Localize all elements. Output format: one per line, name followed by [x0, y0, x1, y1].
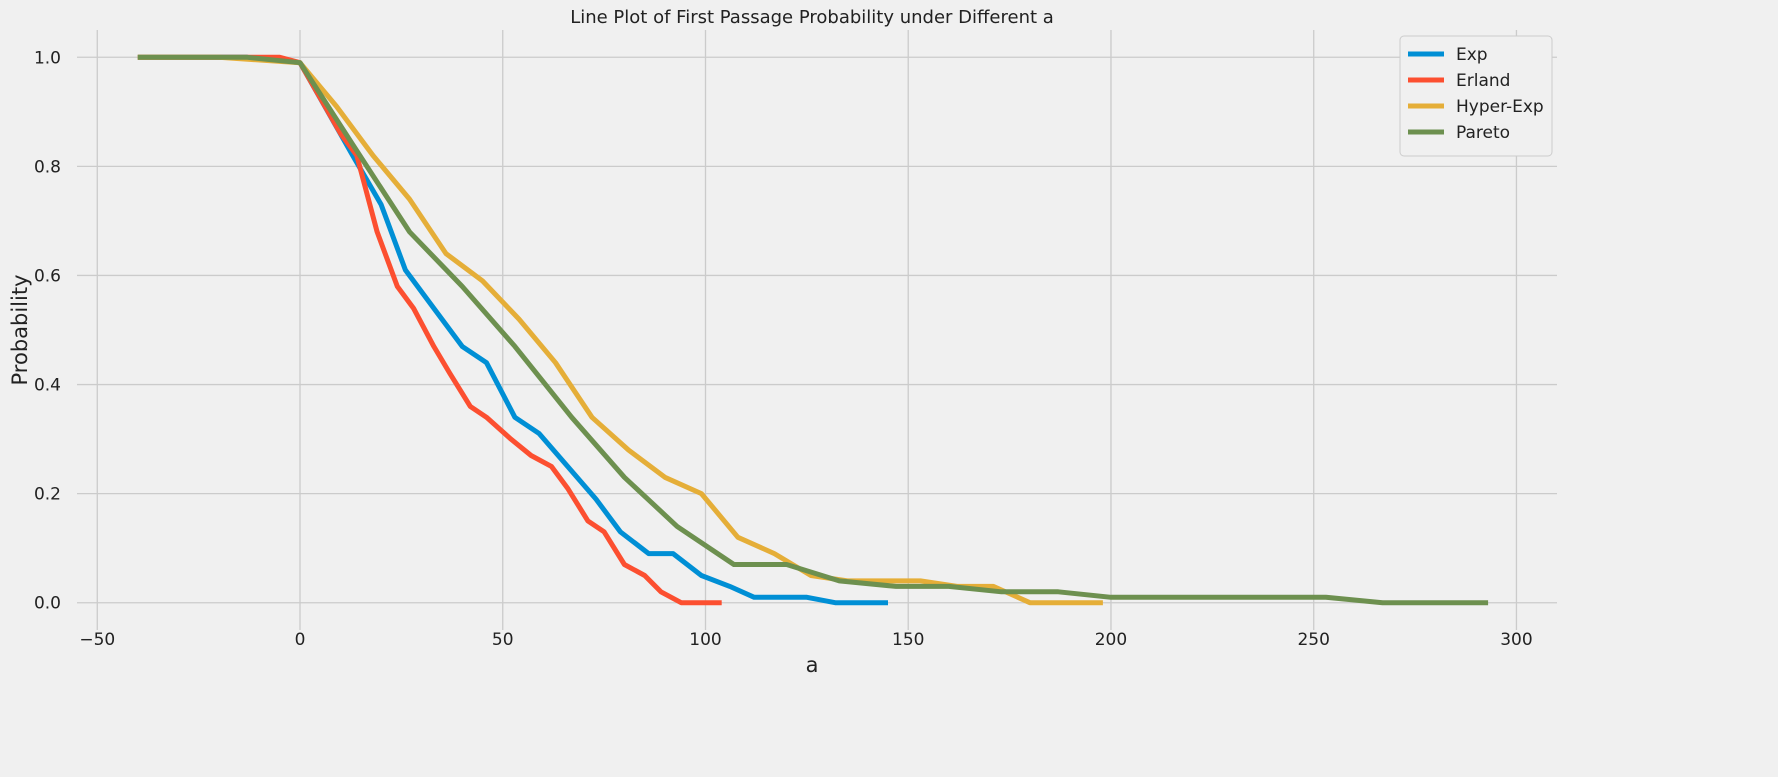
tick-labels: −50 0 50 100 150 200 250 300 0.0 0.2 0.4 0.6 0.8 1.0 [34, 48, 1533, 650]
y-tick-label: 0.4 [34, 376, 61, 396]
x-tick-label: 300 [1500, 630, 1532, 650]
chart-title: Line Plot of First Passage Probability u… [570, 7, 1054, 28]
series-line-pareto [137, 54, 1489, 606]
legend-box [1399, 35, 1553, 157]
x-tick-label: 50 [492, 630, 514, 650]
series-line-erland [137, 54, 722, 606]
x-tick-label: 0 [295, 630, 306, 650]
x-tick-label: 100 [689, 630, 721, 650]
legend: Exp Erland Hyper-Exp Pareto [1399, 35, 1553, 157]
y-tick-label: 0.2 [34, 485, 61, 505]
x-tick-label: −50 [79, 630, 115, 650]
x-tick-label: 200 [1095, 630, 1127, 650]
y-tick-label: 0.0 [34, 594, 61, 614]
y-axis-label: Probability [8, 274, 32, 385]
y-tick-label: 0.8 [34, 157, 61, 177]
legend-label: Pareto [1456, 123, 1510, 143]
x-axis-label: a [806, 653, 819, 677]
x-tick-label: 150 [892, 630, 924, 650]
legend-label: Exp [1456, 45, 1488, 65]
y-tick-label: 0.6 [34, 266, 61, 286]
legend-label: Hyper-Exp [1456, 97, 1544, 117]
legend-label: Erland [1456, 71, 1510, 91]
x-tick-label: 250 [1297, 630, 1329, 650]
series-lines [137, 54, 1489, 606]
y-tick-label: 1.0 [34, 48, 61, 68]
